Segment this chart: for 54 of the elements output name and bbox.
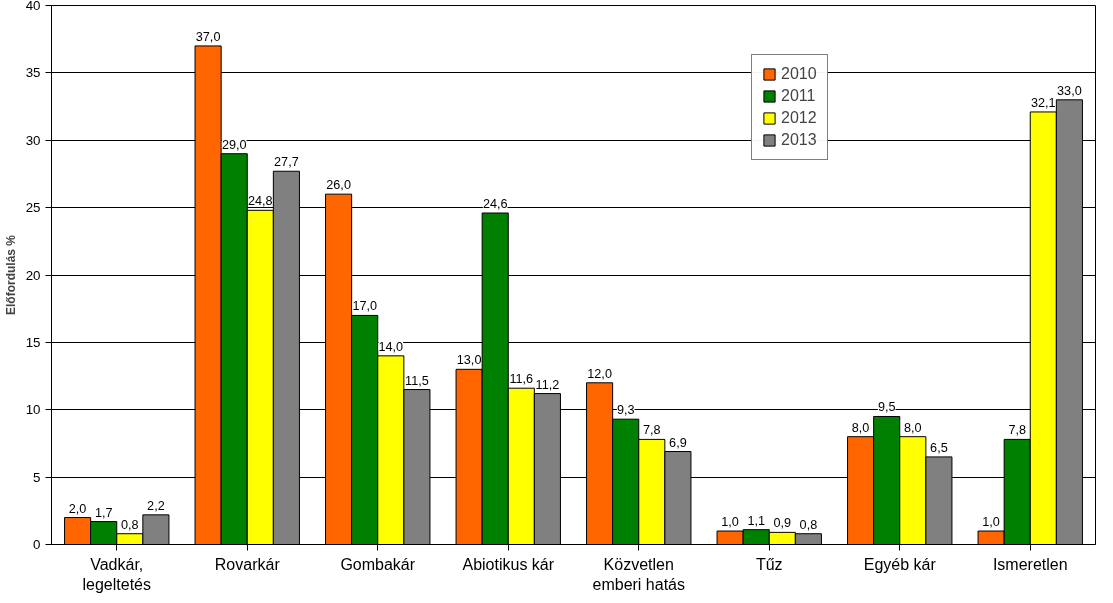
x-tick-label: Egyéb kár bbox=[863, 555, 937, 573]
legend-label: 2010 bbox=[781, 65, 817, 83]
data-label: 6,5 bbox=[930, 440, 948, 455]
data-label: 7,8 bbox=[643, 423, 661, 438]
data-label: 14,0 bbox=[378, 339, 404, 354]
y-tick-label: 20 bbox=[25, 267, 41, 283]
data-label: 33,0 bbox=[1057, 83, 1082, 98]
x-tick-label: Rovarkár bbox=[214, 555, 281, 573]
data-label: 17,0 bbox=[352, 299, 378, 314]
x-tick-label: Gombakár bbox=[340, 555, 416, 573]
data-label: 11,6 bbox=[509, 372, 534, 387]
data-label: 2,2 bbox=[147, 498, 165, 513]
data-label: 6,9 bbox=[669, 435, 687, 450]
data-label: 26,0 bbox=[326, 178, 351, 193]
data-label: 29,0 bbox=[221, 137, 247, 152]
data-label: 2,0 bbox=[68, 501, 87, 516]
data-label: 8,0 bbox=[904, 420, 922, 435]
x-tick-label: Vadkár, legeltetés bbox=[82, 555, 151, 593]
legend-label: 2011 bbox=[781, 87, 816, 105]
data-label: 27,7 bbox=[274, 155, 299, 170]
legend-label: 2013 bbox=[781, 131, 817, 149]
data-label: 37,0 bbox=[195, 29, 221, 44]
data-label: 1,1 bbox=[747, 513, 766, 528]
data-label: 13,0 bbox=[456, 353, 482, 368]
y-tick-label: 10 bbox=[25, 402, 41, 418]
data-label: 7,8 bbox=[1008, 423, 1027, 438]
y-tick-label: 0 bbox=[33, 537, 41, 552]
y-tick-label: 5 bbox=[33, 469, 41, 485]
data-label: 12,0 bbox=[587, 366, 612, 381]
data-label: 0,8 bbox=[121, 517, 139, 532]
data-label: 11,2 bbox=[535, 377, 560, 392]
x-tick-label: Ismeretlen bbox=[992, 555, 1068, 573]
data-label: 0,8 bbox=[799, 517, 818, 532]
data-label: 1,0 bbox=[982, 515, 1000, 530]
y-tick-label: 40 bbox=[25, 0, 41, 13]
data-label: 11,5 bbox=[405, 373, 429, 388]
x-tick-label: Abiotikus kár bbox=[462, 555, 555, 573]
x-tick-label: Közvetlen emberi hatás bbox=[592, 555, 685, 593]
y-tick-label: 25 bbox=[25, 200, 41, 216]
x-tick-label: Tűz bbox=[755, 555, 783, 573]
data-label: 9,5 bbox=[877, 400, 896, 415]
data-label: 9,3 bbox=[616, 403, 635, 418]
data-label: 32,1 bbox=[1030, 95, 1056, 110]
y-axis-title: Előfordulás % bbox=[3, 234, 18, 315]
y-tick-label: 35 bbox=[25, 65, 41, 81]
data-label: 0,9 bbox=[773, 516, 792, 531]
y-tick-label: 15 bbox=[25, 334, 41, 350]
data-label: 1,0 bbox=[721, 515, 739, 530]
data-label: 24,8 bbox=[247, 194, 273, 209]
legend-label: 2012 bbox=[781, 109, 817, 127]
y-tick-label: 30 bbox=[25, 132, 41, 148]
data-label: 8,0 bbox=[851, 420, 870, 435]
data-label: 24,6 bbox=[482, 197, 508, 212]
data-label: 1,7 bbox=[94, 505, 113, 520]
